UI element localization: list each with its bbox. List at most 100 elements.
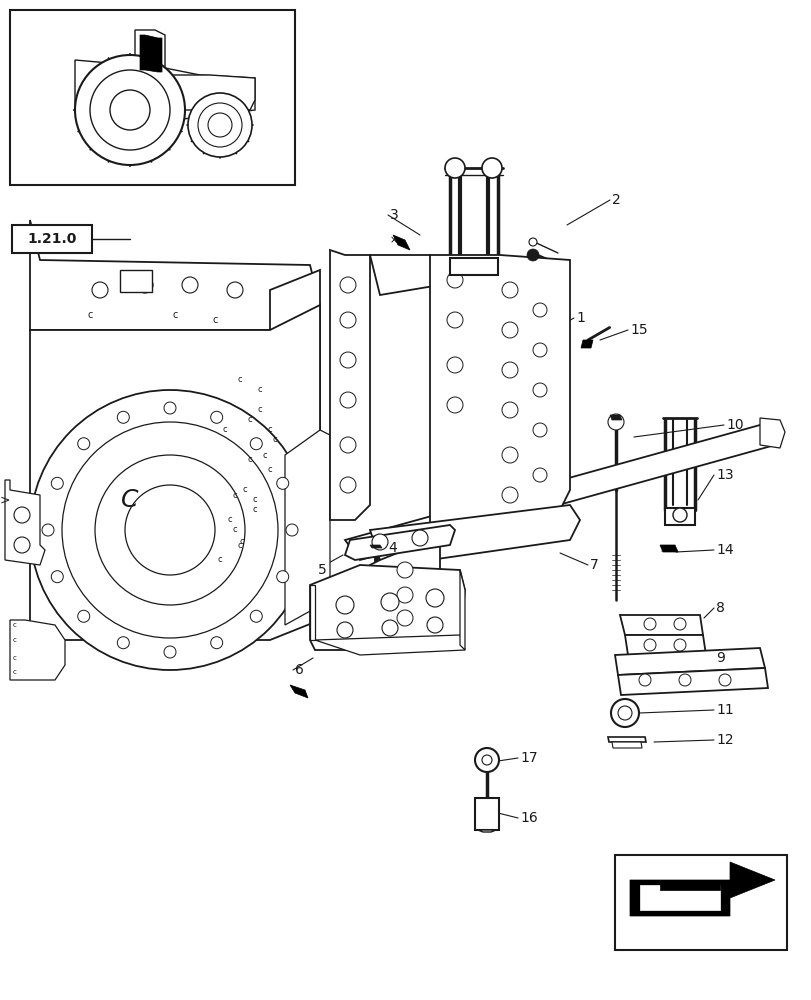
Circle shape xyxy=(182,277,198,293)
Text: c: c xyxy=(233,526,237,534)
Circle shape xyxy=(528,238,536,246)
Circle shape xyxy=(95,455,245,605)
Circle shape xyxy=(51,477,63,489)
Text: 14: 14 xyxy=(715,543,732,557)
Circle shape xyxy=(250,610,262,622)
Polygon shape xyxy=(310,565,465,650)
Circle shape xyxy=(285,524,298,536)
Text: c: c xyxy=(263,450,267,460)
Text: c: c xyxy=(247,416,252,424)
Circle shape xyxy=(501,322,517,338)
Circle shape xyxy=(340,437,355,453)
Circle shape xyxy=(78,610,90,622)
Circle shape xyxy=(526,249,539,261)
Polygon shape xyxy=(285,430,329,625)
Circle shape xyxy=(501,447,517,463)
Polygon shape xyxy=(478,830,496,832)
Text: c: c xyxy=(13,669,17,675)
Polygon shape xyxy=(460,570,465,650)
Bar xyxy=(614,855,786,950)
Circle shape xyxy=(51,571,63,583)
Text: 12: 12 xyxy=(715,733,732,747)
Circle shape xyxy=(337,622,353,638)
Circle shape xyxy=(482,755,491,765)
Text: c: c xyxy=(238,540,242,550)
Text: 4: 4 xyxy=(388,541,397,555)
Polygon shape xyxy=(310,585,315,640)
Text: c: c xyxy=(227,516,232,524)
Circle shape xyxy=(78,438,90,450)
Circle shape xyxy=(14,507,30,523)
Bar xyxy=(120,270,152,292)
Polygon shape xyxy=(135,30,165,120)
Circle shape xyxy=(125,485,215,575)
Text: c: c xyxy=(172,310,178,320)
Circle shape xyxy=(336,596,354,614)
Circle shape xyxy=(610,699,638,727)
Text: c: c xyxy=(13,637,17,643)
Text: c: c xyxy=(268,466,272,475)
Text: c: c xyxy=(88,310,92,320)
Text: 3: 3 xyxy=(389,208,398,222)
Circle shape xyxy=(340,277,355,293)
Polygon shape xyxy=(270,270,320,480)
Circle shape xyxy=(62,422,277,638)
Text: c: c xyxy=(252,506,257,514)
Circle shape xyxy=(673,618,685,630)
Polygon shape xyxy=(617,668,767,695)
Circle shape xyxy=(532,343,547,357)
Polygon shape xyxy=(620,615,702,635)
Circle shape xyxy=(446,357,462,373)
Polygon shape xyxy=(581,340,592,348)
Text: >: > xyxy=(0,493,11,506)
Circle shape xyxy=(397,587,413,603)
Circle shape xyxy=(427,617,443,633)
Text: C: C xyxy=(121,488,139,512)
Polygon shape xyxy=(430,255,569,540)
Polygon shape xyxy=(474,798,499,830)
Polygon shape xyxy=(393,235,410,250)
Polygon shape xyxy=(629,862,774,916)
Polygon shape xyxy=(370,545,381,548)
Circle shape xyxy=(638,674,650,686)
Circle shape xyxy=(532,303,547,317)
Circle shape xyxy=(501,402,517,418)
Circle shape xyxy=(474,748,499,772)
Circle shape xyxy=(380,593,398,611)
Text: c: c xyxy=(233,490,237,499)
Circle shape xyxy=(446,272,462,288)
Text: 5: 5 xyxy=(318,563,326,577)
Polygon shape xyxy=(370,540,440,630)
Polygon shape xyxy=(659,880,719,890)
Text: 9: 9 xyxy=(715,651,724,665)
Text: c: c xyxy=(238,375,242,384)
Circle shape xyxy=(277,477,289,489)
Circle shape xyxy=(208,113,232,137)
Circle shape xyxy=(277,571,289,583)
Circle shape xyxy=(501,487,517,503)
Text: 2: 2 xyxy=(611,193,620,207)
Circle shape xyxy=(340,477,355,493)
Circle shape xyxy=(718,674,730,686)
Circle shape xyxy=(109,90,150,130)
Text: c: c xyxy=(257,406,262,414)
Circle shape xyxy=(90,70,169,150)
Circle shape xyxy=(198,103,242,147)
Circle shape xyxy=(117,637,129,649)
Polygon shape xyxy=(609,415,621,420)
Text: 8: 8 xyxy=(715,601,724,615)
Polygon shape xyxy=(165,75,255,110)
Text: c: c xyxy=(272,436,277,444)
Circle shape xyxy=(617,706,631,720)
Circle shape xyxy=(482,158,501,178)
Polygon shape xyxy=(607,737,646,742)
Polygon shape xyxy=(370,505,579,560)
Polygon shape xyxy=(10,620,65,680)
Text: 17: 17 xyxy=(519,751,537,765)
Circle shape xyxy=(532,383,547,397)
Circle shape xyxy=(42,524,54,536)
Text: c: c xyxy=(268,426,272,434)
Circle shape xyxy=(411,530,427,546)
Circle shape xyxy=(532,468,547,482)
Circle shape xyxy=(164,402,176,414)
